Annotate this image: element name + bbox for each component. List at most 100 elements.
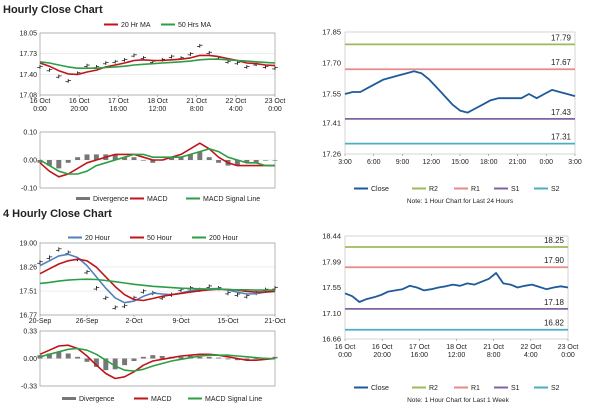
hourly-candles-ytick-label: 17.40 [19,72,37,79]
four-hourly-macd-divergence-bar [103,358,109,371]
hourly-24h-level-label-s1: 17.43 [551,108,572,117]
hourly-macd-divergence-bar [244,160,250,163]
four-hourly-candles-xtick-label: 20-Sep [29,318,52,325]
hourly-macd-macd-line [39,142,275,178]
hourly-candles-ytick-label: 18.05 [19,31,37,38]
hourly-candles-xtick-label: 16 Oct 0:00 [30,98,51,113]
hourly-24h-legend-r2-label: R2 [429,186,438,193]
hourly-macd-divergence-bar [169,157,175,160]
hourly-candles-ytick-label: 17.08 [19,93,37,100]
hourly-24h-legend-s2-label: S2 [551,186,560,193]
hourly-candles-xtick-label: 21 Oct 8:00 [186,98,207,113]
hourly-macd-divergence-bar [140,160,146,161]
four-hourly-macd-divergence-bar [140,356,146,359]
hourly-24h-level-label-r2: 17.79 [551,33,572,42]
four-hourly-macd-divergence-bar [84,358,90,362]
hourly-24h-xtick-label: 0:00 [539,159,553,166]
hourly-macd-divergence-bar [93,154,99,160]
four-hourly-candles-frame [39,242,276,316]
hourly-candles-xtick-label: 17 Oct 16:00 [108,98,129,113]
hourly-24h-ytick-label: 17.41 [322,118,341,127]
hourly-macd-divergence-bar [112,154,118,160]
four-hourly-candles-xtick-label: 2-Oct [125,318,142,325]
hourly-24h-xtick-label: 3:00 [338,159,352,166]
four-hourly-legend-200-hour-label: 200 Hour [209,235,238,242]
four-hourly-macd-divergence-bar [234,358,240,361]
hourly-macd-divergence-bar [84,154,90,160]
four-hourly-week-xtick-label: 16 Oct 20:00 [372,344,393,359]
hourly-macd-divergence-bar [75,157,81,160]
four-hourly-week-ytick-label: 17.10 [322,309,341,318]
four-hourly-macd-divergence-bar [197,356,203,359]
hourly-section-title: Hourly Close Chart [3,4,103,16]
hourly-24h-legend-r1-label: R1 [471,186,480,193]
hourly-macd-divergence-bar [65,160,71,163]
hourly-macd-signal-line [39,148,275,175]
four-hourly-macd-divergence-bar [253,358,259,360]
four-hourly-week-xtick-label: 17 Oct 16:00 [409,344,430,359]
four-hourly-week-level-label-s1: 17.18 [544,298,565,307]
four-hourly-week-ytick-label: 17.99 [322,258,341,267]
hourly-macd-divergence-bar [253,160,259,163]
four-hourly-week-xtick-label: 22 Oct 4:00 [521,344,542,359]
hourly-macd-legend-divergence-label: Divergence [93,196,129,203]
hourly-macd-divergence-bar [272,160,278,161]
four-hourly-candles-xtick-label: 15-Oct [217,318,238,325]
four-hourly-week-level-label-s2: 16.82 [544,319,565,328]
four-hourly-week-frame [344,235,569,340]
four-hourly-candles-xtick-label: 21-Oct [264,318,285,325]
four-hourly-macd-divergence-bar [225,358,231,360]
four-hourly-section-title: 4 Hourly Close Chart [3,208,112,220]
hourly-macd-divergence-bar [37,160,43,163]
four-hourly-candles-ytick-label: 19.00 [19,241,37,248]
four-hourly-macd-divergence-bar [112,358,118,370]
hourly-legend-50hrs-ma-label: 50 Hrs MA [178,22,211,29]
hourly-24h-level-label-r1: 17.67 [551,58,572,67]
hourly-macd-ytick-label: 0.10 [23,130,37,137]
four-hourly-macd-divergence-bar [244,358,250,361]
four-hourly-week-ytick-label: 17.55 [322,283,341,292]
hourly-24h-xtick-label: 18:00 [480,159,498,166]
four-hourly-week-xtick-label: 16 Oct 0:00 [335,344,356,359]
hourly-24h-xtick-label: 21:00 [509,159,527,166]
four-hourly-macd-ytick-label: 0.33 [23,329,37,336]
four-hourly-macd-divergence-bar [131,358,137,361]
hourly-24h-ytick-label: 17.26 [322,150,341,159]
hourly-macd-divergence-bar [263,160,269,161]
four-hourly-week-level-label-r2: 18.25 [544,236,565,245]
four-hourly-candles-ytick-label: 16.77 [19,313,37,320]
four-hourly-macd-legend-macd-label: MACD [151,396,172,403]
four-hourly-week-xtick-label: 18 Oct 12:00 [446,344,467,359]
hourly-24h-close-line [344,70,576,114]
hourly-24h-xtick-label: 6:00 [367,159,381,166]
hourly-24h-ytick-label: 17.55 [322,90,341,99]
four-hourly-macd-ytick-label: -0.33 [21,384,37,391]
four-hourly-week-legend-r2-label: R2 [429,385,438,392]
hourly-macd-divergence-bar [46,160,52,166]
hourly-candles-xtick-label: 22 Oct 4:00 [226,98,247,113]
four-hourly-macd-divergence-bar [65,353,71,359]
four-hourly-macd-divergence-bar [122,358,128,366]
hourly-24h-level-label-s2: 17.31 [551,133,572,142]
four-hourly-macd-divergence-bar [206,356,212,359]
four-hourly-macd-legend-divergence-swatch [62,397,76,400]
hourly-24h-xtick-label: 12:00 [422,159,440,166]
four-hourly-week-legend-close-label: Close [371,385,389,392]
hourly-macd-divergence-bar [216,160,222,163]
four-hourly-week-legend-s2-label: S2 [551,385,560,392]
four-hourly-week-level-label-r1: 17.90 [544,256,565,265]
four-hourly-macd-legend-signal-label: MACD Signal Line [205,396,262,403]
hourly-24h-frame [344,31,576,155]
hourly-macd-divergence-bar [150,160,156,163]
hourly-legend-20hr-ma-label: 20 Hr MA [121,22,151,29]
hourly-macd-legend-macd-label: MACD [147,196,168,203]
four-hourly-week-ytick-label: 18.44 [322,232,341,241]
hourly-candles-ma-line-1 [39,54,276,76]
hourly-24h-ytick-label: 17.85 [322,28,341,37]
four-hourly-macd-divergence-bar [216,357,222,359]
four-hourly-macd-divergence-bar [159,356,165,359]
hourly-macd-legend-divergence-swatch [76,197,90,200]
four-hourly-week-legend-r1-label: R1 [471,385,480,392]
hourly-candles-xtick-label: 18 Oct 12:00 [147,98,168,113]
